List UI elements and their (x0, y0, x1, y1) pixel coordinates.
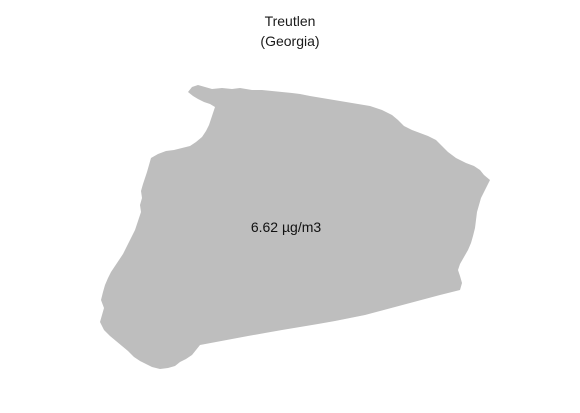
map-title-block: Treutlen (Georgia) (0, 11, 580, 51)
map-title: Treutlen (264, 13, 316, 29)
map-subtitle: (Georgia) (260, 33, 320, 49)
region-value-label: 6.62 µg/m3 (251, 219, 322, 235)
county-region-treutlen (100, 85, 490, 369)
